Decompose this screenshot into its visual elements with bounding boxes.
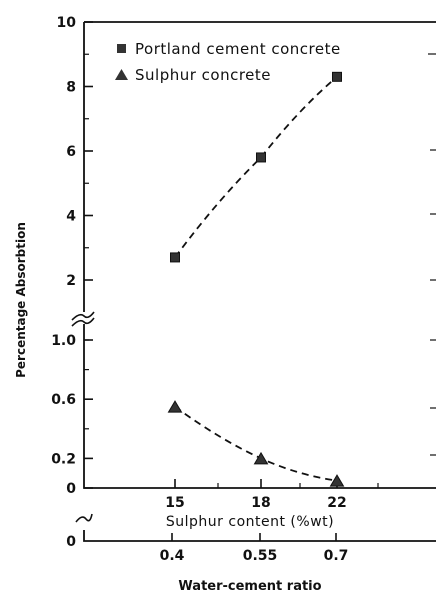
x-tick-label-water-cement: 0.55 bbox=[243, 548, 278, 564]
y-axis-break bbox=[71, 311, 95, 327]
bottom-x-axis bbox=[83, 530, 436, 542]
y-tick-label: 0 bbox=[66, 481, 76, 497]
legend-marker-triangle bbox=[115, 69, 128, 80]
y-tick-label: 8 bbox=[66, 80, 76, 96]
x-tick-label-sulphur: 22 bbox=[327, 495, 346, 511]
data-point-portland bbox=[256, 152, 266, 163]
right-edge-ticks bbox=[428, 53, 436, 456]
x-ticks-sulphur: 15 18 22 bbox=[165, 479, 379, 511]
legend: Portland cement concrete Sulphur concrete bbox=[115, 40, 341, 84]
data-point-portland bbox=[332, 71, 342, 82]
y-tick-label: 0.6 bbox=[51, 392, 76, 408]
y-tick-label: 10 bbox=[57, 15, 77, 31]
x-tick-label-sulphur: 15 bbox=[165, 495, 184, 511]
plot-frame bbox=[83, 22, 436, 489]
legend-marker-square bbox=[117, 44, 126, 53]
x-axis-title-sulphur: Sulphur content (%wt) bbox=[166, 514, 334, 530]
x-axis-title-water-cement: Water-cement ratio bbox=[178, 579, 321, 594]
x-tick-label-sulphur: 18 bbox=[251, 495, 270, 511]
data-point-sulphur bbox=[253, 451, 269, 465]
series-line-sulphur bbox=[174, 405, 338, 482]
y-tick-label: 1.0 bbox=[51, 333, 76, 349]
y-tick-label: 0.2 bbox=[51, 451, 76, 467]
y-tick-label: 2 bbox=[66, 273, 76, 289]
x-ticks-water-cement: 0.4 0.55 0.7 bbox=[160, 533, 349, 564]
legend-label: Sulphur concrete bbox=[135, 66, 271, 84]
y-axis-title: Percentage Absorbtion bbox=[14, 222, 28, 378]
y-tick-label: 6 bbox=[66, 144, 76, 160]
data-point-portland bbox=[170, 252, 180, 263]
bottom-axis-zero-label: 0 bbox=[66, 534, 76, 550]
x-tick-label-water-cement: 0.7 bbox=[324, 548, 349, 564]
series-layer bbox=[167, 71, 345, 487]
data-point-sulphur bbox=[167, 400, 183, 413]
data-point-sulphur bbox=[329, 474, 345, 487]
y-ticks: 2 4 6 8 10 0 0.2 0.6 1.0 0 bbox=[51, 15, 93, 550]
x-tick-label-water-cement: 0.4 bbox=[160, 548, 185, 564]
legend-label: Portland cement concrete bbox=[135, 40, 341, 58]
y-tick-label: 4 bbox=[66, 209, 76, 225]
series-line-portland bbox=[174, 76, 338, 258]
bottom-axis-break bbox=[75, 513, 93, 523]
